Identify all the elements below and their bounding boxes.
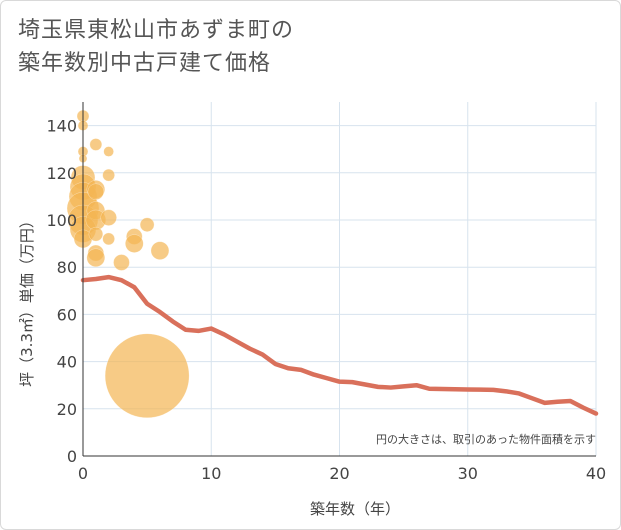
- y-tick-label-120: 120: [46, 164, 77, 183]
- series-line-layer: [80, 274, 599, 416]
- bubble-28: [150, 241, 170, 260]
- x-tick-label-40: 40: [586, 464, 606, 483]
- chart-title: 埼玉県東松山市あずま町の 築年数別中古戸建て価格: [18, 14, 294, 80]
- x-tick-label-30: 30: [458, 464, 478, 483]
- tick-labels: 0 10 20 30 40 0 20 40 60 80 100 120 140: [46, 117, 606, 483]
- chart-title-line2: 築年数別中古戸建て価格: [18, 51, 272, 76]
- y-tick-label-100: 100: [46, 211, 77, 230]
- bubble-20: [102, 168, 115, 182]
- bubble-11: [89, 138, 103, 151]
- chart-title-line1: 埼玉県東松山市あずま町の: [18, 18, 295, 43]
- bubble-19: [103, 146, 114, 157]
- y-tick-label-60: 60: [57, 305, 77, 324]
- bubbles-layer: [66, 109, 190, 419]
- grid-lines: [83, 102, 597, 456]
- bubble-25: [125, 234, 144, 253]
- bubble-21: [100, 209, 117, 226]
- bubble-13: [87, 183, 105, 200]
- bubble-27: [104, 333, 190, 419]
- x-axis-label: 築年数（年）: [310, 500, 400, 518]
- y-tick-label-80: 80: [57, 258, 77, 277]
- bubble-23: [113, 254, 130, 271]
- bubble-26: [139, 217, 155, 232]
- y-tick-label-20: 20: [57, 400, 77, 419]
- x-tick-label-10: 10: [201, 464, 221, 483]
- x-tick-label-0: 0: [78, 464, 88, 483]
- axes-layer: [82, 102, 596, 457]
- bubble-22: [102, 232, 115, 246]
- bubble-18: [86, 248, 106, 268]
- size-annotation: 円の大きさは、取引のあった物件面積を示す: [376, 432, 596, 446]
- bubble-16: [88, 226, 104, 242]
- y-tick-label-0: 0: [67, 447, 77, 466]
- series-line-0: [80, 274, 599, 416]
- y-axis-label: 坪（3.3㎡）単価（万円）: [18, 213, 36, 387]
- x-tick-label-20: 20: [329, 464, 349, 483]
- y-tick-label-140: 140: [46, 117, 77, 136]
- y-tick-label-40: 40: [57, 353, 77, 372]
